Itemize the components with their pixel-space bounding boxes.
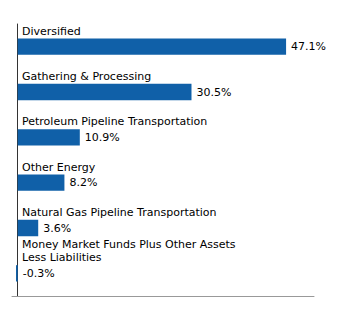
svg-text:Other Energy: Other Energy xyxy=(22,161,96,174)
svg-text:-0.3%: -0.3% xyxy=(23,267,55,280)
svg-text:Diversified: Diversified xyxy=(22,25,81,38)
svg-text:30.5%: 30.5% xyxy=(196,86,231,99)
svg-text:47.1%: 47.1% xyxy=(291,40,326,53)
svg-text:Money Market Funds Plus Other: Money Market Funds Plus Other Assets xyxy=(22,238,236,251)
svg-text:3.6%: 3.6% xyxy=(43,222,71,235)
svg-text:Less Liabilities: Less Liabilities xyxy=(22,251,102,264)
svg-text:10.9%: 10.9% xyxy=(85,131,120,144)
svg-text:Petroleum Pipeline Transportat: Petroleum Pipeline Transportation xyxy=(22,115,207,128)
svg-text:Natural Gas Pipeline Transport: Natural Gas Pipeline Transportation xyxy=(22,206,217,219)
svg-text:8.2%: 8.2% xyxy=(69,176,97,189)
svg-text:Gathering & Processing: Gathering & Processing xyxy=(22,70,151,83)
